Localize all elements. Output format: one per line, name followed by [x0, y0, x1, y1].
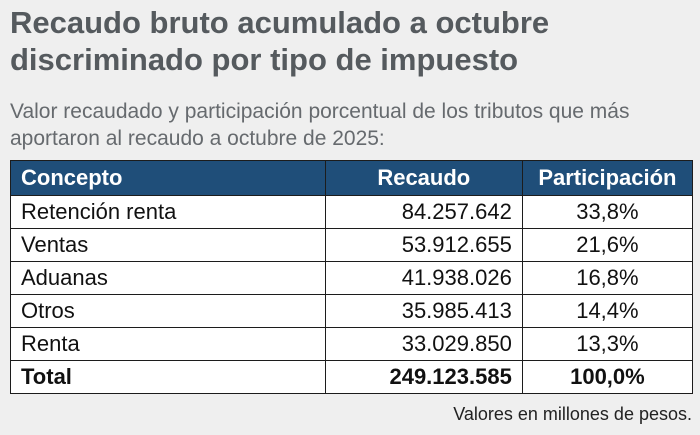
table-row: Retención renta 84.257.642 33,8% — [10, 195, 694, 229]
column-header-recaudo: Recaudo — [324, 160, 523, 196]
cell-participacion: 13,3% — [521, 327, 694, 361]
cell-recaudo: 35.985.413 — [324, 294, 523, 328]
cell-participacion: 33,8% — [521, 195, 694, 229]
table-row: Aduanas 41.938.026 16,8% — [10, 261, 694, 295]
cell-concepto: Renta — [10, 327, 326, 361]
table-row: Otros 35.985.413 14,4% — [10, 294, 694, 328]
cell-total-recaudo: 249.123.585 — [324, 360, 523, 394]
cell-concepto: Retención renta — [10, 195, 326, 229]
cell-participacion: 14,4% — [521, 294, 694, 328]
cell-concepto: Otros — [10, 294, 326, 328]
page-title: Recaudo bruto acumulado a octubre discri… — [10, 5, 550, 77]
column-header-participacion: Participación — [521, 160, 694, 196]
cell-total-label: Total — [10, 360, 326, 394]
cell-total-participacion: 100,0% — [521, 360, 694, 394]
table-total-row: Total 249.123.585 100,0% — [10, 360, 694, 394]
cell-concepto: Ventas — [10, 228, 326, 262]
cell-concepto: Aduanas — [10, 261, 326, 295]
cell-participacion: 16,8% — [521, 261, 694, 295]
cell-participacion: 21,6% — [521, 228, 694, 262]
cell-recaudo: 53.912.655 — [324, 228, 523, 262]
cell-recaudo: 41.938.026 — [324, 261, 523, 295]
table-header-row: Concepto Recaudo Participación — [10, 160, 694, 196]
subtitle: Valor recaudado y participación porcentu… — [10, 100, 630, 150]
cell-recaudo: 33.029.850 — [324, 327, 523, 361]
footnote: Valores en millones de pesos. — [453, 404, 692, 424]
tax-revenue-table: Concepto Recaudo Participación Retención… — [10, 160, 694, 394]
cell-recaudo: 84.257.642 — [324, 195, 523, 229]
table-row: Ventas 53.912.655 21,6% — [10, 228, 694, 262]
column-header-concepto: Concepto — [10, 160, 326, 196]
table-row: Renta 33.029.850 13,3% — [10, 327, 694, 361]
